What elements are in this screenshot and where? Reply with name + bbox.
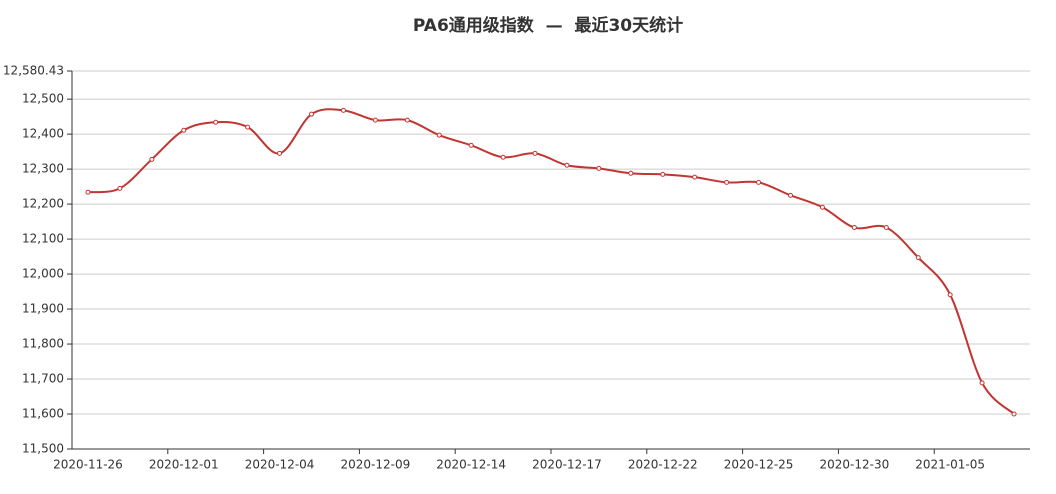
point [1011,411,1017,417]
x-tick-label: 2021-01-05 [915,458,985,472]
point [596,165,602,171]
y-tick-label: 12,580.43 [3,64,64,78]
point [436,132,442,138]
x-tick-label: 2020-12-17 [532,458,602,472]
point [883,225,889,231]
x-tick-label: 2020-12-30 [819,458,889,472]
point [309,111,314,117]
point [500,154,506,160]
point [979,380,985,386]
point [915,255,921,261]
point [181,127,187,133]
point [85,189,91,195]
x-tick-label: 2020-12-25 [724,458,794,472]
point [788,192,793,198]
x-tick-label: 2020-12-01 [149,458,219,472]
point [819,204,825,210]
point [404,117,410,123]
x-tick-label: 2020-12-04 [245,458,315,472]
point [851,225,857,231]
point [372,117,378,123]
y-tick-label: 11,700 [22,372,64,386]
y-tick-label: 12,500 [22,92,64,106]
point [947,292,953,298]
x-tick-label: 2020-11-26 [53,458,123,472]
line [87,108,1015,415]
point [117,185,123,191]
point [468,142,474,148]
chart-title: PA6通用级指数 — 最近30天统计 [413,15,683,36]
point [756,179,762,185]
y-tick-label: 12,300 [22,162,64,176]
y-tick-label: 11,900 [22,302,64,316]
y-tick-label: 12,000 [22,267,64,281]
y-tick-label: 11,600 [22,407,64,421]
point [532,150,538,156]
point [213,119,219,125]
point [564,162,570,168]
point [340,107,346,113]
x-tick-label: 2020-12-14 [436,458,506,472]
x-tick-label: 2020-12-22 [628,458,698,472]
point [277,150,283,156]
point [692,174,698,180]
point [245,124,251,130]
y-tick-label: 12,200 [22,197,64,211]
point [149,156,155,162]
point [628,170,634,176]
point [724,179,730,185]
y-tick-label: 12,400 [22,127,64,141]
y-tick-label: 12,100 [22,232,64,246]
x-tick-label: 2020-12-09 [340,458,410,472]
y-tick-label: 11,500 [22,442,64,456]
y-tick-label: 11,800 [22,337,64,351]
point [660,171,666,177]
